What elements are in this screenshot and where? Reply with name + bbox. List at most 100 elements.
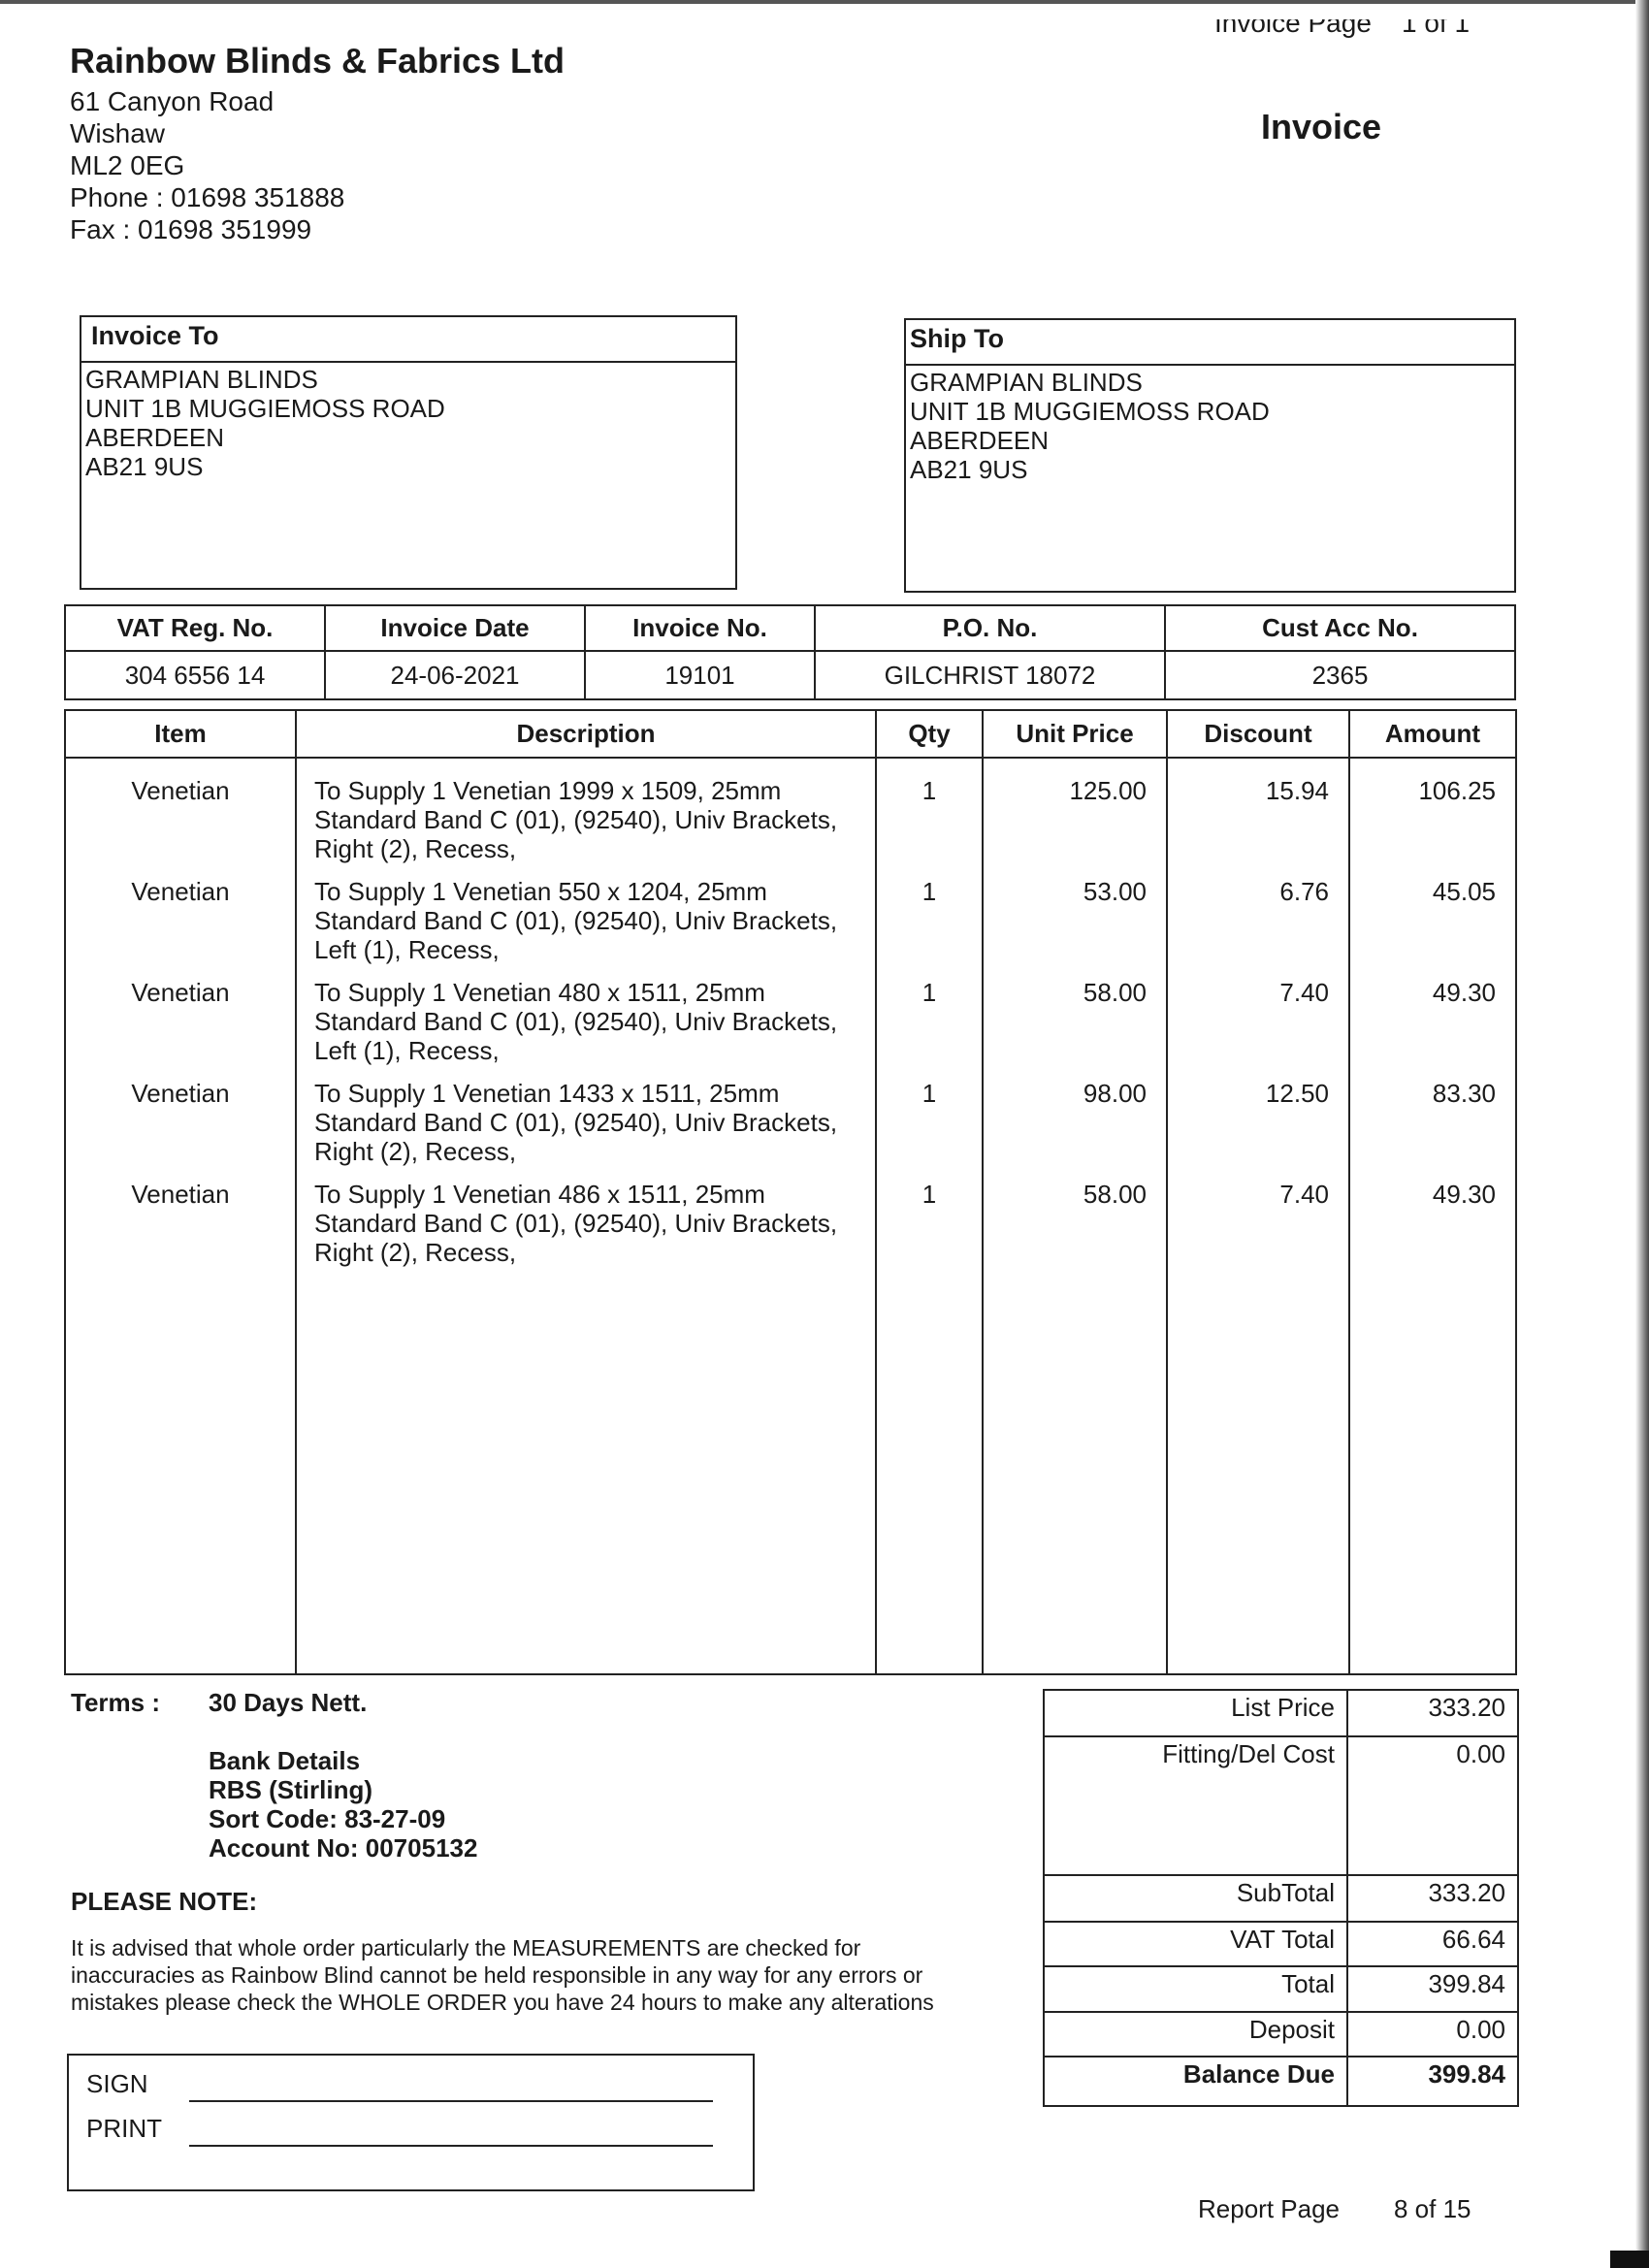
header-unit-price: Unit Price xyxy=(982,709,1168,759)
totals-row: Balance Due 399.84 xyxy=(1043,2056,1519,2107)
description-line: Left (1), Recess, xyxy=(314,935,500,964)
item-row-discount: 12.50 xyxy=(1265,1079,1329,1108)
please-note-text: It is advised that whole order particula… xyxy=(71,1934,934,2016)
po-no-value: GILCHRIST 18072 xyxy=(814,650,1166,700)
terms-label: Terms : xyxy=(71,1688,160,1717)
item-row-item: Venetian xyxy=(131,978,230,1007)
totals-row: Total 399.84 xyxy=(1043,1965,1519,2013)
qty-column: 1 1 1 1 1 xyxy=(875,757,984,1675)
bank-line: Account No: 00705132 xyxy=(209,1833,478,1863)
invoice-date-value: 24-06-2021 xyxy=(324,650,586,700)
invoice-page-counter: Invoice Page 1 of 1 xyxy=(1214,8,1471,38)
totals-row: List Price 333.20 xyxy=(1043,1689,1519,1737)
cust-acc-value: 2365 xyxy=(1164,650,1516,700)
item-row-item: Venetian xyxy=(131,1180,230,1209)
header-vat-reg: VAT Reg. No. xyxy=(64,604,326,652)
company-phone: Phone : 01698 351888 xyxy=(70,182,345,212)
item-row-unit: 58.00 xyxy=(1083,1180,1147,1209)
item-row-desc: To Supply 1 Venetian 480 x 1511, 25mm Sta… xyxy=(314,978,875,1079)
item-row-desc: To Supply 1 Venetian 486 x 1511, 25mm Sta… xyxy=(314,1180,875,1280)
item-row-qty: 1 xyxy=(922,776,937,805)
address-line: ML2 0EG xyxy=(70,150,185,180)
item-row-qty: 1 xyxy=(922,1180,937,1209)
totals-row: Deposit 0.00 xyxy=(1043,2011,1519,2057)
item-row-unit: 98.00 xyxy=(1083,1079,1147,1108)
line-items-table: Item Description Qty Unit Price Discount… xyxy=(64,709,1517,1675)
ship-to-box: Ship To GRAMPIAN BLINDS UNIT 1B MUGGIEMO… xyxy=(904,318,1516,593)
totals-row: SubTotal 333.20 xyxy=(1043,1874,1519,1923)
header-cust-acc: Cust Acc No. xyxy=(1164,604,1516,652)
ship-to-line: ABERDEEN xyxy=(910,426,1050,455)
item-row-amount: 83.30 xyxy=(1432,1079,1496,1108)
header-discount: Discount xyxy=(1166,709,1350,759)
item-row-amount: 49.30 xyxy=(1432,1180,1496,1209)
item-row-item: Venetian xyxy=(131,877,230,906)
invoice-to-line: GRAMPIAN BLINDS xyxy=(85,365,318,394)
item-row-desc: To Supply 1 Venetian 550 x 1204, 25mm Sta… xyxy=(314,877,875,978)
header-invoice-no: Invoice No. xyxy=(584,604,816,652)
item-row-discount: 15.94 xyxy=(1265,776,1329,805)
item-row-amount: 45.05 xyxy=(1432,877,1496,906)
invoice-to-line: UNIT 1B MUGGIEMOSS ROAD xyxy=(85,394,445,423)
totals-value: 399.84 xyxy=(1346,2056,1519,2107)
item-row-discount: 6.76 xyxy=(1279,877,1329,906)
totals-label: Balance Due xyxy=(1043,2056,1348,2107)
item-row-qty: 1 xyxy=(922,877,937,906)
totals-value: 333.20 xyxy=(1346,1689,1519,1737)
item-row-unit: 53.00 xyxy=(1083,877,1147,906)
document-title: Invoice xyxy=(1261,107,1382,146)
totals-value: 66.64 xyxy=(1346,1921,1519,1967)
description-line: Left (1), Recess, xyxy=(314,1036,500,1065)
description-line: Standard Band C (01), (92540), Univ Brac… xyxy=(314,906,838,935)
header-qty: Qty xyxy=(875,709,984,759)
amount-column: 106.25 45.05 49.30 83.30 49.30 xyxy=(1348,757,1517,1675)
header-invoice-date: Invoice Date xyxy=(324,604,586,652)
header-item: Item xyxy=(64,709,297,759)
item-row-amount: 49.30 xyxy=(1432,978,1496,1007)
address-line: 61 Canyon Road xyxy=(70,86,275,116)
description-line: To Supply 1 Venetian 480 x 1511, 25mm xyxy=(314,978,765,1007)
totals-value: 0.00 xyxy=(1346,2011,1519,2057)
sign-label: SIGN xyxy=(86,2069,148,2098)
item-row-desc: To Supply 1 Venetian 1999 x 1509, 25mm St… xyxy=(314,776,875,877)
item-row-item: Venetian xyxy=(131,1079,230,1108)
description-line: Standard Band C (01), (92540), Univ Brac… xyxy=(314,1209,838,1238)
note-line: It is advised that whole order particula… xyxy=(71,1935,861,1960)
ship-to-line: UNIT 1B MUGGIEMOSS ROAD xyxy=(910,397,1270,426)
item-row-qty: 1 xyxy=(922,1079,937,1108)
totals-table: List Price 333.20 Fitting/Del Cost 0.00 SubT… xyxy=(1043,1689,1519,2107)
sign-line[interactable] xyxy=(189,2100,713,2102)
description-line: To Supply 1 Venetian 550 x 1204, 25mm xyxy=(314,877,767,906)
note-line: inaccuracies as Rainbow Blind cannot be … xyxy=(71,1962,923,1988)
item-row-item: Venetian xyxy=(131,776,230,805)
company-address: 61 Canyon Road Wishaw ML2 0EG Phone : 01… xyxy=(70,85,344,245)
company-name: Rainbow Blinds & Fabrics Ltd xyxy=(70,41,566,81)
print-line[interactable] xyxy=(189,2145,713,2147)
item-row-qty: 1 xyxy=(922,978,937,1007)
item-column: Venetian Venetian Venetian Venetian Venetian xyxy=(64,757,297,1675)
ship-to-line: GRAMPIAN BLINDS xyxy=(910,368,1143,397)
item-row-unit: 125.00 xyxy=(1069,776,1147,805)
signature-box: SIGN PRINT xyxy=(67,2054,755,2191)
header-description: Description xyxy=(295,709,877,759)
totals-label: Total xyxy=(1043,1965,1348,2013)
invoice-to-line: AB21 9US xyxy=(85,452,204,481)
print-label: PRINT xyxy=(86,2114,162,2143)
header-amount: Amount xyxy=(1348,709,1517,759)
description-line: Right (2), Recess, xyxy=(314,1238,517,1267)
totals-label: Deposit xyxy=(1043,2011,1348,2057)
totals-label: VAT Total xyxy=(1043,1921,1348,1967)
note-line: mistakes please check the WHOLE ORDER yo… xyxy=(71,1990,934,2015)
discount-column: 15.94 6.76 7.40 12.50 7.40 xyxy=(1166,757,1350,1675)
terms-value: 30 Days Nett. xyxy=(209,1688,368,1717)
scan-corner xyxy=(1610,2251,1649,2268)
description-column: To Supply 1 Venetian 1999 x 1509, 25mm St… xyxy=(295,757,877,1675)
description-line: To Supply 1 Venetian 1433 x 1511, 25mm xyxy=(314,1079,780,1108)
company-fax: Fax : 01698 351999 xyxy=(70,214,312,244)
totals-value: 0.00 xyxy=(1346,1735,1519,1876)
please-note-heading: PLEASE NOTE: xyxy=(71,1887,258,1916)
bank-line: RBS (Stirling) xyxy=(209,1775,372,1804)
scan-edge xyxy=(0,0,1649,4)
totals-row: VAT Total 66.64 xyxy=(1043,1921,1519,1967)
invoice-no-value: 19101 xyxy=(584,650,816,700)
